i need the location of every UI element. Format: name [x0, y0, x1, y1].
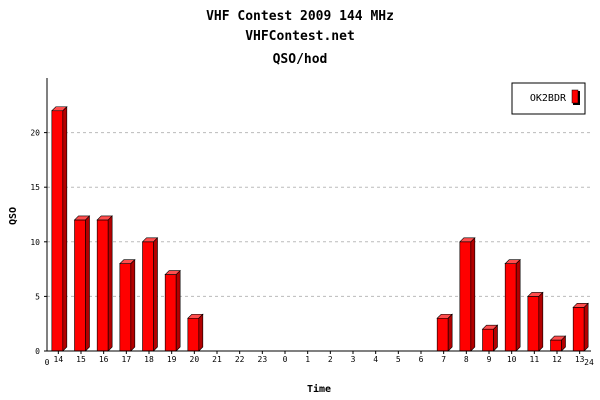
bar-front: [436, 317, 449, 352]
bar: [187, 313, 204, 352]
bar-side: [470, 237, 476, 352]
x-edge-label-start: 0: [45, 358, 50, 367]
y-tick-label: 0: [35, 347, 40, 356]
x-tick-label: 19: [167, 355, 177, 364]
bar-side: [130, 258, 136, 352]
y-tick-labels: 0 5 10 15 20: [30, 129, 47, 356]
x-tick-label: 21: [212, 355, 222, 364]
bar-front: [51, 110, 64, 352]
x-tick-label: 15: [76, 355, 86, 364]
chart-subtitle: VHFContest.net: [245, 29, 355, 44]
bar-front: [482, 328, 494, 352]
bar-front: [164, 274, 177, 352]
bar-side: [561, 335, 566, 352]
x-tick-label: 12: [552, 355, 562, 364]
bars: [51, 106, 589, 352]
bar-front: [119, 263, 132, 352]
bar-side: [515, 258, 521, 352]
x-tick-label: 11: [530, 355, 540, 364]
bar: [436, 313, 453, 352]
x-tick-label: 9: [487, 355, 492, 364]
x-axis-title: Time: [307, 383, 331, 395]
bar-side: [583, 302, 589, 352]
bar: [119, 258, 136, 352]
x-tick-label: 14: [54, 355, 64, 364]
bar-side: [62, 106, 68, 352]
x-tick-label: 0: [283, 355, 288, 364]
y-tick-label: 10: [30, 238, 40, 247]
x-tick-label: 23: [258, 355, 268, 364]
bar: [504, 258, 521, 352]
x-tick-label: 10: [507, 355, 517, 364]
bar: [481, 324, 499, 352]
bar-front: [142, 241, 154, 352]
bar-front: [187, 317, 200, 352]
bar-side: [198, 313, 204, 352]
bar-side: [538, 291, 544, 352]
bar: [51, 106, 68, 352]
bar-side: [175, 269, 181, 352]
bar: [549, 335, 567, 352]
bar-front: [74, 219, 86, 352]
legend: OK2BDR: [511, 82, 586, 115]
bar: [73, 215, 91, 352]
bar-side: [107, 215, 113, 352]
bar-side: [447, 313, 453, 352]
x-tick-label: 22: [235, 355, 245, 364]
bar-side: [493, 324, 498, 352]
y-tick-label: 15: [30, 183, 40, 192]
bar: [459, 237, 476, 352]
x-tick-label: 3: [351, 355, 356, 364]
x-tick-label: 13: [575, 355, 585, 364]
x-tick-label: 4: [373, 355, 378, 364]
axes: [46, 78, 591, 352]
y-tick-label: 5: [35, 292, 40, 301]
bar: [96, 215, 113, 352]
bar-front: [96, 219, 109, 352]
y-axis-title: QSO: [8, 207, 19, 225]
bar-side: [153, 237, 158, 352]
bar: [141, 237, 159, 352]
legend-swatch: [571, 89, 579, 104]
bar: [527, 291, 544, 352]
y-tick-label: 20: [30, 129, 40, 138]
x-tick-label: 5: [396, 355, 401, 364]
x-tick-label: 2: [328, 355, 333, 364]
bar-front: [572, 307, 585, 352]
bar-front: [527, 296, 540, 352]
bar-front: [459, 241, 472, 352]
bar-front: [504, 263, 517, 352]
x-tick-label: 7: [441, 355, 446, 364]
x-tick-label: 16: [99, 355, 109, 364]
x-tick-label: 20: [190, 355, 200, 364]
bar-front: [550, 339, 562, 352]
x-tick-label: 1: [305, 355, 310, 364]
x-edge-label-end: 24: [584, 358, 594, 367]
x-tick-label: 8: [464, 355, 469, 364]
chart-title: VHF Contest 2009 144 MHz: [206, 9, 394, 24]
chart-subtitle-2: QSO/hod: [273, 52, 328, 67]
x-tick-label: 6: [419, 355, 424, 364]
legend-label: OK2BDR: [530, 93, 567, 104]
bar-side: [85, 215, 90, 352]
x-tick-label: 17: [122, 355, 132, 364]
bar: [572, 302, 589, 352]
grid-lines: [47, 132, 591, 297]
x-tick-label: 18: [144, 355, 154, 364]
x-tick-labels: 14 15 16 17 18 19 20 21 22 23 0 1 2 3 4 5 6 7 8 9 10 11 12 130 2…: [45, 351, 594, 367]
bar: [164, 269, 181, 352]
